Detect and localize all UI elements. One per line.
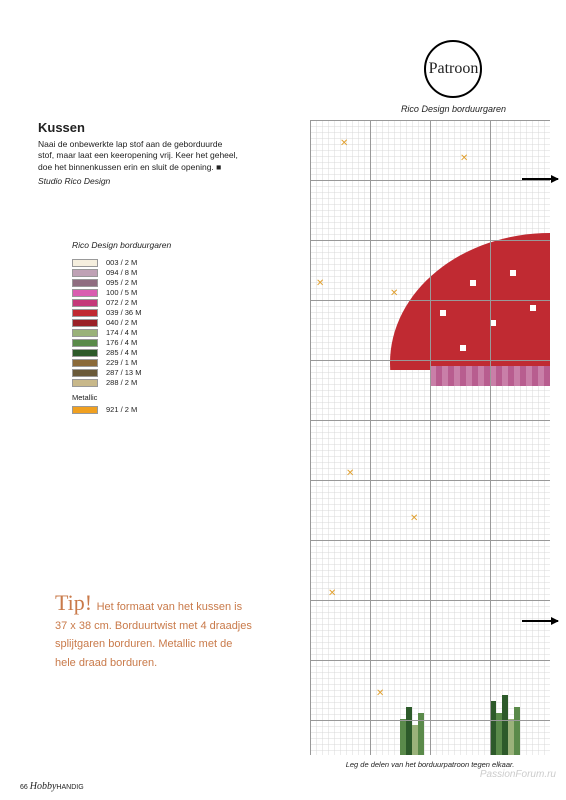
instructions-body: Naai de onbewerkte lap stof aan de gebor…: [38, 139, 238, 173]
legend-label: 288 / 2 M: [106, 378, 137, 387]
badge-circle: Patroon: [424, 40, 482, 98]
legend-label: 072 / 2 M: [106, 298, 137, 307]
swatch-metallic: [72, 406, 98, 414]
cap-dot: [440, 310, 446, 316]
swatch: [72, 299, 98, 307]
swatch: [72, 289, 98, 297]
legend-row: 040 / 2 M: [72, 318, 222, 327]
swatch: [72, 339, 98, 347]
mushroom-cap: [390, 230, 550, 370]
legend-label: 176 / 4 M: [106, 338, 137, 347]
grass-blade: [514, 707, 520, 755]
chart-caption: Leg de delen van het borduurpatroon tege…: [310, 760, 550, 769]
cross-stitch-chart: ✕ ✕ ✕ ✕ ✕ ✕ ✕ ✕: [310, 120, 550, 755]
legend-row-metallic: 921 / 2 M: [72, 405, 222, 414]
legend-label: 040 / 2 M: [106, 318, 137, 327]
pattern-badge: Patroon Rico Design borduurgaren: [401, 40, 506, 114]
legend-row: 176 / 4 M: [72, 338, 222, 347]
cap-dot: [530, 305, 536, 311]
legend-row: 095 / 2 M: [72, 278, 222, 287]
magazine-suffix: HANDIG: [56, 784, 83, 791]
legend-label: 094 / 8 M: [106, 268, 137, 277]
cap-dot: [460, 345, 466, 351]
metallic-heading: Metallic: [72, 393, 222, 402]
legend-label: 174 / 4 M: [106, 328, 137, 337]
grass-clump: [490, 695, 526, 755]
swatch: [72, 349, 98, 357]
tip-block: Tip! Het formaat van het kussen is 37 x …: [55, 590, 255, 671]
legend-row: 287 / 13 M: [72, 368, 222, 377]
instructions-heading: Kussen: [38, 120, 238, 135]
watermark: PassionForum.ru: [480, 769, 556, 780]
swatch: [72, 309, 98, 317]
legend-row: 229 / 1 M: [72, 358, 222, 367]
legend-row: 100 / 5 M: [72, 288, 222, 297]
cap-dot: [510, 270, 516, 276]
swatch: [72, 269, 98, 277]
legend-label: 285 / 4 M: [106, 348, 137, 357]
legend-title: Rico Design borduurgaren: [72, 240, 222, 250]
legend-row: 288 / 2 M: [72, 378, 222, 387]
badge-title: Patroon: [429, 60, 479, 78]
swatch: [72, 319, 98, 327]
legend-row: 285 / 4 M: [72, 348, 222, 357]
magazine-name: Hobby: [30, 781, 57, 792]
legend-label: 100 / 5 M: [106, 288, 137, 297]
instructions-block: Kussen Naai de onbewerkte lap stof aan d…: [38, 120, 238, 188]
cap-dot: [490, 320, 496, 326]
swatch: [72, 279, 98, 287]
badge-subtitle: Rico Design borduurgaren: [401, 104, 506, 114]
cap-dot: [470, 280, 476, 286]
page-footer: 66 HobbyHANDIG: [20, 781, 84, 792]
arrow-icon: [522, 620, 558, 622]
page-number: 66: [20, 784, 28, 791]
color-legend: Rico Design borduurgaren 003 / 2 M094 / …: [72, 240, 222, 415]
sparkle-icon: ✕: [346, 470, 354, 478]
cap-dot: [420, 260, 426, 266]
sparkle-icon: ✕: [460, 155, 468, 163]
legend-row: 039 / 36 M: [72, 308, 222, 317]
legend-label: 287 / 13 M: [106, 368, 141, 377]
instructions-studio: Studio Rico Design: [38, 176, 238, 187]
legend-label-metallic: 921 / 2 M: [106, 405, 137, 414]
legend-row: 072 / 2 M: [72, 298, 222, 307]
swatch: [72, 369, 98, 377]
swatch: [72, 259, 98, 267]
grass-clump: [400, 695, 436, 755]
arrow-icon: [522, 178, 558, 180]
legend-row: 094 / 8 M: [72, 268, 222, 277]
legend-label: 095 / 2 M: [106, 278, 137, 287]
sparkle-icon: ✕: [390, 290, 398, 298]
legend-label: 003 / 2 M: [106, 258, 137, 267]
legend-rows: 003 / 2 M094 / 8 M095 / 2 M100 / 5 M072 …: [72, 258, 222, 387]
swatch: [72, 329, 98, 337]
mushroom-band: [430, 366, 550, 386]
sparkle-icon: ✕: [316, 280, 324, 288]
legend-label: 229 / 1 M: [106, 358, 137, 367]
swatch: [72, 359, 98, 367]
grass-blade: [418, 713, 424, 755]
sparkle-icon: ✕: [376, 690, 384, 698]
sparkle-icon: ✕: [328, 590, 336, 598]
tip-label: Tip!: [55, 590, 92, 615]
swatch: [72, 379, 98, 387]
sparkle-icon: ✕: [410, 515, 418, 523]
legend-label: 039 / 36 M: [106, 308, 141, 317]
legend-row: 174 / 4 M: [72, 328, 222, 337]
legend-row: 003 / 2 M: [72, 258, 222, 267]
sparkle-icon: ✕: [340, 140, 348, 148]
